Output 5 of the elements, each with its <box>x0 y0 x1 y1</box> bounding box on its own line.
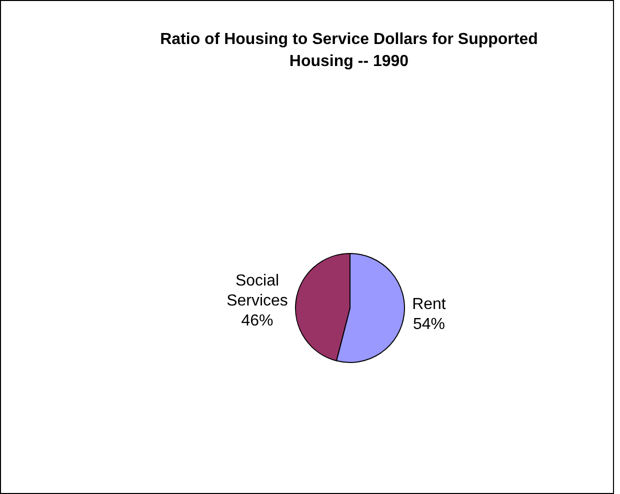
slice-label: Social Services <box>226 272 288 310</box>
data-label: 54% <box>412 316 445 334</box>
chart-title: Ratio of Housing to Service Dollars for Supported Housing -- 1990 <box>159 30 539 72</box>
data-label: 46% <box>241 312 274 330</box>
slice-label: Rent <box>412 296 446 314</box>
